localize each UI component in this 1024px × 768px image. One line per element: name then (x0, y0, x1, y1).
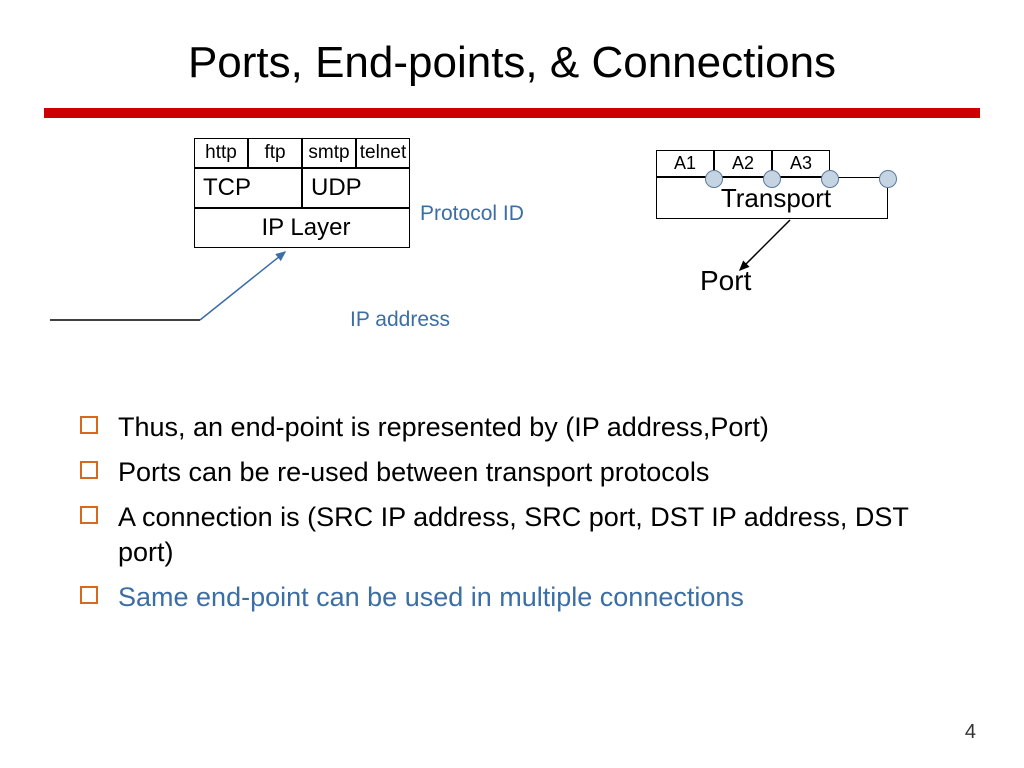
bullet-row: A connection is (SRC IP address, SRC por… (80, 500, 950, 570)
protocol-id-label: Protocol ID (420, 202, 524, 226)
port-dot (879, 170, 897, 188)
app-box-smtp: smtp (302, 138, 356, 168)
slide-title: Ports, End-points, & Connections (0, 38, 1024, 88)
bullet-text: Ports can be re-used between transport p… (118, 455, 709, 490)
ip-address-label: IP address (350, 308, 450, 332)
title-underline (44, 108, 980, 118)
bullet-icon (80, 416, 98, 434)
bullet-text: Same end-point can be used in multiple c… (118, 580, 744, 615)
bullet-icon (80, 506, 98, 524)
slide-number: 4 (965, 721, 976, 744)
bullet-row: Ports can be re-used between transport p… (80, 455, 950, 490)
app-box-telnet: telnet (356, 138, 410, 168)
app-box-http: http (194, 138, 248, 168)
transport-box-tcp: TCP (194, 168, 302, 208)
bullet-row: Same end-point can be used in multiple c… (80, 580, 950, 615)
port-dot (705, 170, 723, 188)
bullet-row: Thus, an end-point is represented by (IP… (80, 410, 950, 445)
bullet-text: Thus, an end-point is represented by (IP… (118, 410, 769, 445)
transport-box-udp: UDP (302, 168, 410, 208)
bullet-icon (80, 586, 98, 604)
app-box-A2: A2 (714, 150, 772, 177)
diagram-area: httpftpsmtptelnet TCPUDP IP Layer Protoc… (0, 120, 1024, 380)
ip-layer-label: IP Layer (262, 214, 351, 242)
app-box-ftp: ftp (248, 138, 302, 168)
port-dot (821, 170, 839, 188)
bullet-list: Thus, an end-point is represented by (IP… (80, 410, 950, 625)
bullet-icon (80, 461, 98, 479)
transport-label: Transport (721, 183, 831, 214)
port-dot (763, 170, 781, 188)
app-box-A3: A3 (772, 150, 830, 177)
ip-layer-box: IP Layer (194, 208, 410, 248)
diagram-svg (0, 120, 1024, 380)
bullet-text: A connection is (SRC IP address, SRC por… (118, 500, 950, 570)
app-box-A1: A1 (656, 150, 714, 177)
port-label: Port (700, 265, 751, 297)
